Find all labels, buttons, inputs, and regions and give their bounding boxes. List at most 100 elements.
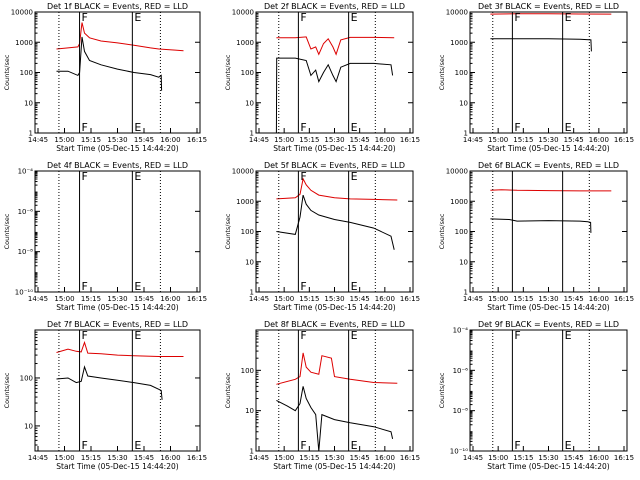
y-axis-label: Counts/sec [438,213,446,249]
plot-frame [469,329,628,452]
x-tick-label: 16:00 [160,136,180,144]
x-tick-label: 16:00 [589,454,609,462]
x-tick-label: 15:00 [54,295,74,303]
x-axis-label: Start Time (05-Dec-15 14:44:20) [56,303,178,312]
x-tick-label: 15:00 [274,454,294,462]
x-tick-label: 15:30 [324,454,344,462]
plot-frame [469,11,628,134]
event-marker-e: E [134,439,141,452]
x-tick-label: 15:45 [350,295,370,303]
event-marker-f: F [300,170,306,183]
x-axis-label: Start Time (05-Dec-15 14:44:20) [273,303,395,312]
x-tick-label: 15:45 [350,454,370,462]
x-tick-label: 16:15 [614,454,634,462]
plot-frame [255,329,414,452]
x-tick-label: 14:45 [28,454,48,462]
panel-9: Det 9f BLACK = Events, RED = LLDFFEE10⁻¹… [438,320,634,471]
event-marker-f: F [514,11,520,24]
x-tick-label: 14:45 [463,454,483,462]
panel-7: Det 7f BLACK = Events, RED = LLDFFEE1010… [3,320,207,471]
series-line-red [276,352,398,385]
y-axis-label: Counts/sec [438,372,446,408]
x-tick-label: 15:45 [134,454,154,462]
event-marker-e: E [134,329,141,342]
y-tick-label: 100 [241,367,254,375]
x-tick-label: 14:45 [28,136,48,144]
y-tick-label: 10⁻⁸ [18,248,34,256]
x-tick-label: 16:00 [160,295,180,303]
x-tick-label: 15:15 [299,136,319,144]
y-tick-label: 10000 [446,9,468,17]
series-line-red [490,189,612,192]
y-tick-label: 10 [245,407,254,415]
y-tick-label: 100 [241,69,254,77]
y-axis-label: Counts/sec [3,54,11,90]
x-tick-label: 16:00 [375,136,395,144]
event-marker-f: F [82,170,88,183]
panel-2: Det 2f BLACK = Events, RED = LLDFFEE1101… [224,2,420,153]
x-tick-label: 16:00 [375,295,395,303]
event-marker-f: F [300,121,306,134]
y-tick-label: 10 [459,258,468,266]
y-tick-label: 1000 [450,39,468,47]
series-line-red [276,36,395,56]
y-tick-label: 1000 [236,39,254,47]
x-tick-label: 14:45 [463,136,483,144]
panel-title: Det 9f BLACK = Events, RED = LLD [478,320,619,329]
event-marker-e: E [565,121,572,134]
x-tick-label: 15:15 [81,454,101,462]
y-tick-label: 10 [245,99,254,107]
x-axis-label: Start Time (05-Dec-15 14:44:20) [273,144,395,153]
plot-frame [469,170,628,293]
x-tick-label: 15:45 [564,136,584,144]
y-tick-label: 1 [250,130,254,138]
y-tick-label: 100 [20,374,33,382]
x-tick-label: 16:15 [187,295,207,303]
series-line-red [276,177,398,201]
series-line-black [56,36,163,91]
y-tick-label: 100 [20,69,33,77]
y-tick-label: 10⁻⁸ [453,407,469,415]
event-marker-e: E [351,121,358,134]
x-tick-label: 16:15 [614,295,634,303]
plot-frame [34,170,201,293]
series-line-black [276,194,395,250]
x-tick-label: 15:15 [513,136,533,144]
x-tick-label: 15:15 [81,295,101,303]
y-axis-label: Counts/sec [3,213,11,249]
y-tick-label: 1000 [15,39,33,47]
x-tick-label: 15:30 [107,136,127,144]
y-tick-label: 10⁻⁴ [453,327,469,335]
series-line-black [490,218,592,233]
panel-title: Det 1f BLACK = Events, RED = LLD [47,2,188,11]
x-tick-label: 15:45 [564,295,584,303]
y-tick-label: 100 [455,69,468,77]
panel-1: Det 1f BLACK = Events, RED = LLDFFEE1101… [3,2,207,153]
panel-title: Det 8f BLACK = Events, RED = LLD [264,320,405,329]
x-tick-label: 15:30 [324,136,344,144]
panel-title: Det 2f BLACK = Events, RED = LLD [264,2,405,11]
x-axis-label: Start Time (05-Dec-15 14:44:20) [56,462,178,471]
y-tick-label: 10⁻¹⁰ [450,448,468,456]
plot-frame [34,329,201,452]
x-tick-label: 16:00 [589,295,609,303]
x-axis-label: Start Time (05-Dec-15 14:44:20) [487,144,609,153]
y-tick-label: 10⁻⁴ [18,168,34,176]
panel-4: Det 4f BLACK = Events, RED = LLDFFEE10⁻¹… [3,161,207,312]
x-tick-label: 15:15 [513,454,533,462]
y-tick-label: 10⁻¹⁰ [15,289,33,297]
x-tick-label: 15:30 [107,295,127,303]
y-tick-label: 10 [24,99,33,107]
x-tick-label: 15:45 [134,136,154,144]
x-tick-label: 15:15 [299,295,319,303]
y-tick-label: 100 [455,228,468,236]
series-line-black [276,386,394,452]
x-axis-label: Start Time (05-Dec-15 14:44:20) [487,462,609,471]
panel-5: Det 5f BLACK = Events, RED = LLDFFEE1101… [224,161,420,312]
event-marker-f: F [82,280,88,293]
panel-title: Det 5f BLACK = Events, RED = LLD [264,161,405,170]
series-line-black [490,38,592,52]
event-marker-f: F [514,329,520,342]
x-tick-label: 15:00 [274,136,294,144]
